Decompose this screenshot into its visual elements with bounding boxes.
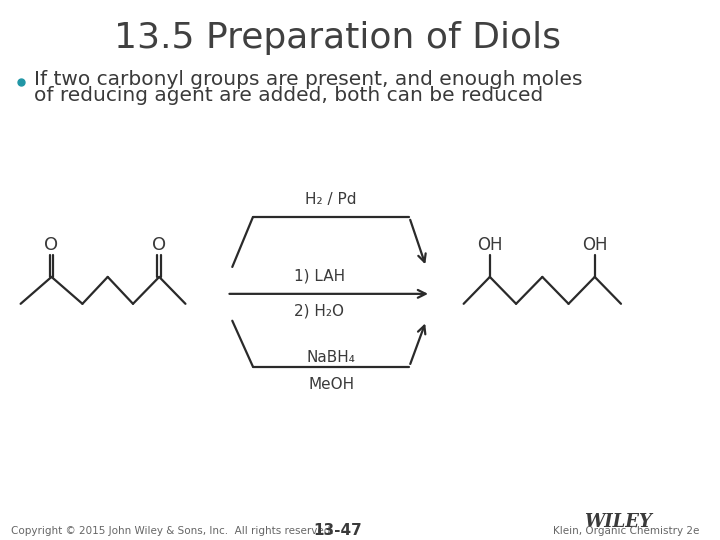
Text: NaBH₄: NaBH₄ — [307, 349, 356, 364]
Text: OH: OH — [477, 236, 503, 254]
Text: H₂ / Pd: H₂ / Pd — [305, 192, 357, 207]
Text: 1) LAH: 1) LAH — [294, 269, 345, 284]
Text: 2) H₂O: 2) H₂O — [294, 304, 344, 319]
Text: of reducing agent are added, both can be reduced: of reducing agent are added, both can be… — [34, 86, 543, 105]
Text: Klein, Organic Chemistry 2e: Klein, Organic Chemistry 2e — [553, 526, 699, 536]
Text: O: O — [45, 236, 58, 254]
Text: O: O — [152, 236, 166, 254]
Text: If two carbonyl groups are present, and enough moles: If two carbonyl groups are present, and … — [34, 70, 582, 89]
Text: Copyright © 2015 John Wiley & Sons, Inc.  All rights reserved.: Copyright © 2015 John Wiley & Sons, Inc.… — [12, 526, 334, 536]
Text: WILEY: WILEY — [584, 513, 652, 531]
Text: OH: OH — [582, 236, 608, 254]
Text: 13.5 Preparation of Diols: 13.5 Preparation of Diols — [114, 21, 561, 55]
Text: MeOH: MeOH — [308, 376, 354, 392]
Text: 13-47: 13-47 — [312, 523, 361, 538]
